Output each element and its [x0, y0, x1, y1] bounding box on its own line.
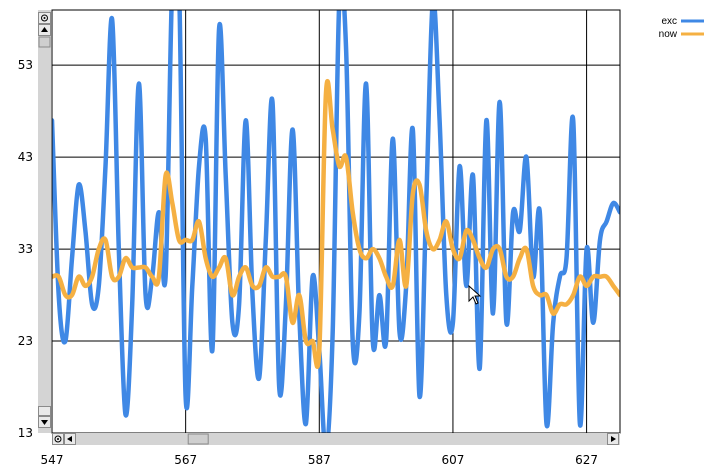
legend-label-now: now	[659, 29, 678, 40]
horizontal-scroll-thumb[interactable]	[187, 433, 209, 445]
x-tick-label: 567	[174, 453, 197, 467]
y-tick-label: 23	[18, 334, 33, 348]
arrow-up-icon[interactable]	[38, 24, 51, 36]
series-line-now	[52, 79, 620, 370]
x-tick-label: 587	[308, 453, 331, 467]
x-axis: 547 567 587 607 627	[41, 453, 598, 467]
horizontal-scrollbar[interactable]	[52, 433, 620, 445]
y-axis: 13 23 33 43 53	[18, 58, 33, 440]
y-tick-label: 53	[18, 58, 33, 72]
vertical-scroll-thumb[interactable]	[38, 36, 51, 48]
series-layer	[52, 10, 620, 433]
zoom-reset-icon[interactable]	[38, 12, 51, 24]
x-tick-label: 607	[441, 453, 464, 467]
y-tick-label: 33	[18, 242, 33, 256]
arrow-left-icon[interactable]	[64, 433, 76, 445]
horizontal-scroll-track[interactable]	[52, 433, 620, 445]
x-tick-label: 547	[41, 453, 64, 467]
vertical-scroll-track[interactable]	[38, 10, 51, 433]
arrow-down-icon[interactable]	[38, 416, 51, 428]
arrow-right-icon[interactable]	[607, 433, 619, 445]
legend: exc now	[659, 16, 704, 40]
legend-label-exc: exc	[661, 16, 677, 27]
mouse-pointer-icon	[468, 284, 482, 305]
y-tick-label: 13	[18, 426, 33, 440]
series-line-exc	[52, 10, 620, 433]
x-tick-label: 627	[575, 453, 598, 467]
zoom-reset-icon[interactable]	[52, 433, 64, 445]
vertical-scroll-thumb-end[interactable]	[38, 406, 51, 416]
y-tick-label: 43	[18, 150, 33, 164]
vertical-scrollbar[interactable]	[38, 10, 51, 433]
